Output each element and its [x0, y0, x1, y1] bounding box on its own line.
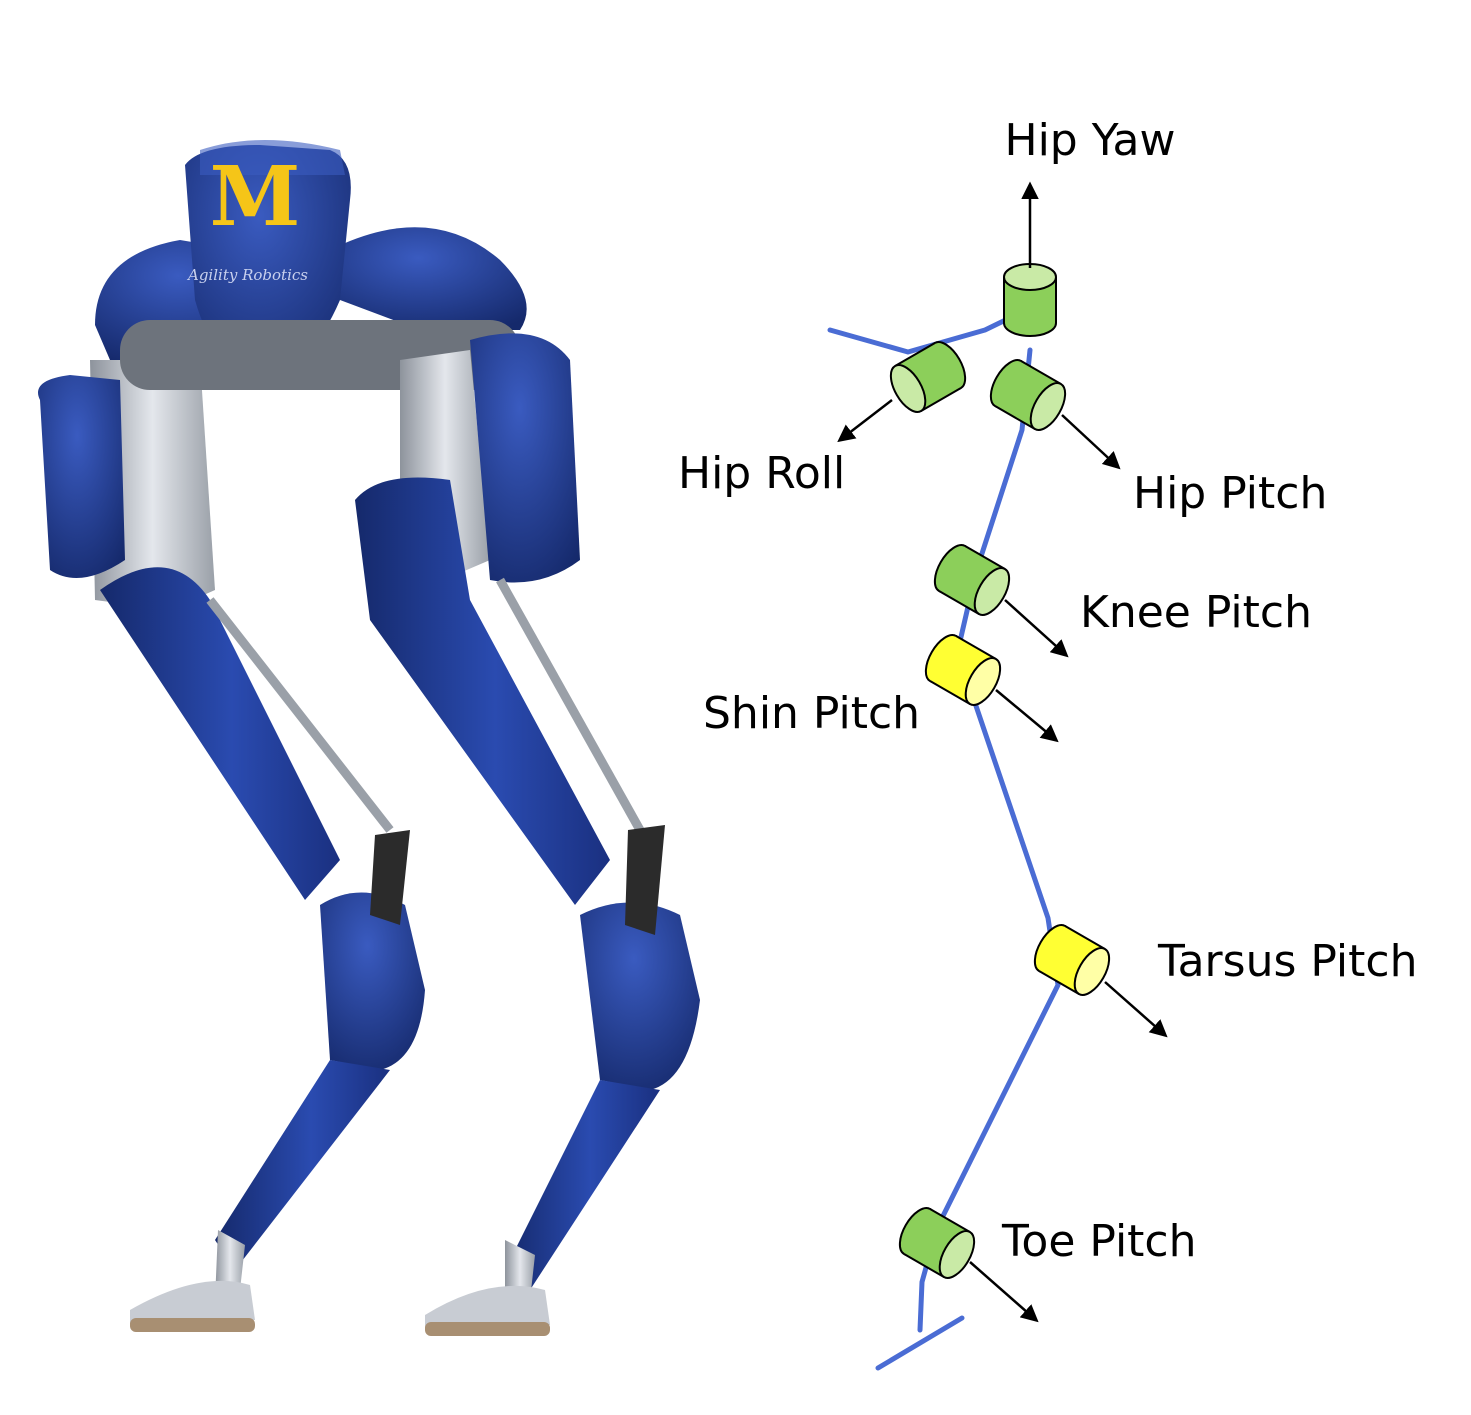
hip-roll-label: Hip Roll: [678, 448, 845, 499]
link-segment: [875, 1315, 965, 1371]
robot-logo: M: [210, 149, 301, 245]
link-segment: [917, 347, 1061, 1333]
robot-brand: Agility Robotics: [186, 266, 308, 284]
link-segment: [827, 309, 1025, 355]
hip-yaw-cylinder: [1003, 263, 1057, 337]
shin-pitch-axis-arrow: [995, 689, 1059, 743]
kinematic-joints: Hip Yaw Hip Roll Hip Pitch Knee Pitch Shin P…: [678, 115, 1418, 1323]
hip-pitch-label: Hip Pitch: [1133, 468, 1327, 519]
tarsus-pitch-label: Tarsus Pitch: [1157, 936, 1418, 987]
hip-yaw-joint: Hip Yaw: [1003, 115, 1176, 337]
hip-roll-axis-arrow: [837, 399, 893, 443]
shin-pitch-joint: Shin Pitch: [703, 634, 1059, 743]
cassie-robot-image: M Agility Robotics: [38, 140, 700, 1336]
shin-pitch-label: Shin Pitch: [703, 688, 920, 739]
toe-pitch-axis-arrow: [969, 1261, 1039, 1323]
hip-yaw-label: Hip Yaw: [1005, 115, 1176, 166]
robot-torso: M Agility Robotics: [95, 140, 527, 390]
hip-pitch-axis-arrow: [1061, 414, 1121, 470]
hip-roll-joint: Hip Roll: [678, 341, 967, 499]
shin-pitch-cylinder: [924, 634, 1002, 706]
knee-pitch-joint: Knee Pitch: [933, 544, 1312, 658]
tarsus-pitch-axis-arrow: [1104, 981, 1168, 1038]
kinematic-diagram: Hip Yaw Hip Roll Hip Pitch Knee Pitch Shin P…: [678, 115, 1418, 1371]
toe-pitch-cylinder: [898, 1207, 976, 1279]
kinematic-links: [827, 309, 1061, 1371]
knee-pitch-cylinder: [933, 544, 1011, 616]
tarsus-pitch-joint: Tarsus Pitch: [1033, 924, 1418, 1038]
knee-pitch-label: Knee Pitch: [1080, 587, 1312, 638]
knee-pitch-axis-arrow: [1004, 599, 1069, 658]
robot-left-leg: [38, 360, 425, 1332]
hip-roll-cylinder: [889, 341, 967, 413]
toe-pitch-joint: Toe Pitch: [898, 1207, 1197, 1323]
hip-pitch-cylinder: [989, 359, 1067, 431]
hip-pitch-joint: Hip Pitch: [989, 359, 1327, 519]
toe-pitch-label: Toe Pitch: [1001, 1216, 1197, 1267]
robot-right-leg: [355, 333, 700, 1336]
tarsus-pitch-cylinder: [1033, 924, 1111, 996]
